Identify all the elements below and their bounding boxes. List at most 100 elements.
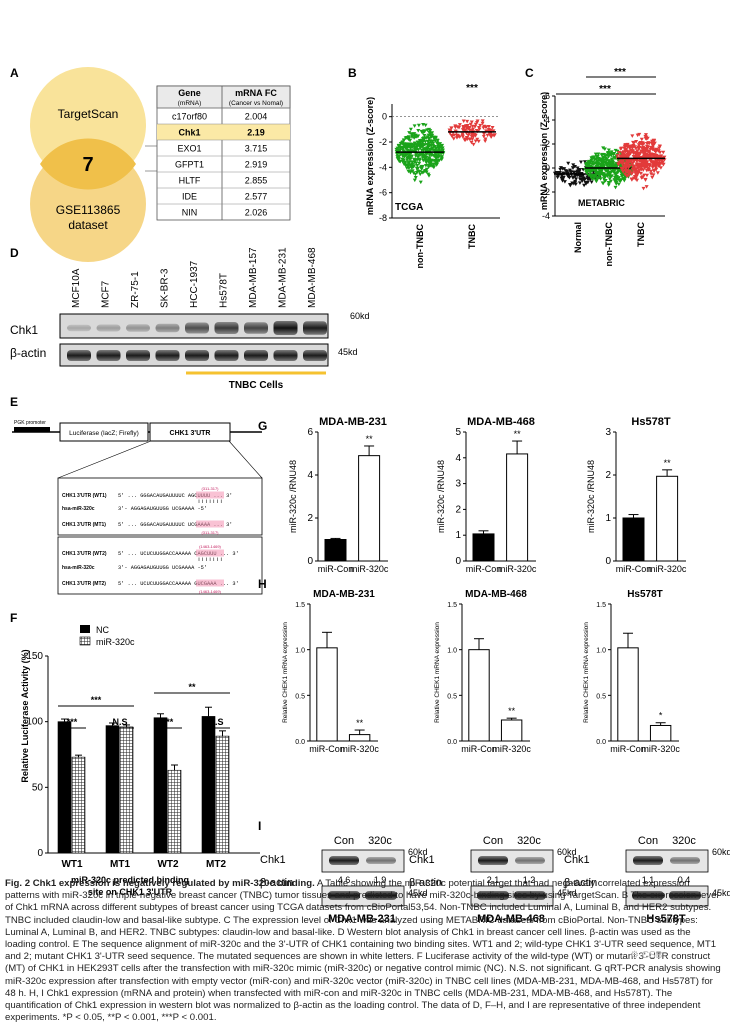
data-point [410, 135, 415, 140]
data-point [621, 169, 626, 174]
data-point [414, 147, 419, 152]
y-tick-label: 2 [307, 513, 313, 524]
data-point [584, 171, 589, 175]
data-point [650, 139, 655, 144]
data-point [457, 135, 462, 139]
panel-f-xlabel2: site on CHK1 3'UTR [88, 887, 173, 897]
bar [656, 475, 679, 562]
data-point [405, 158, 410, 162]
data-point [653, 159, 658, 164]
table-cell-gene: EXO1 [177, 144, 201, 154]
sig-label: *** [91, 695, 102, 705]
data-point [650, 160, 655, 164]
seq-text: 5' ... UCUCUUGGACCAAAAA CAGCUUU ... 3' [118, 551, 239, 557]
blot-col-con: Con [638, 835, 658, 847]
data-point [639, 176, 644, 180]
data-point [460, 135, 465, 139]
seq-label: CHK1 3'UTR (WT2) [62, 551, 107, 557]
data-point [624, 165, 629, 170]
data-point [605, 174, 610, 179]
blot-row-actin: β-actin [564, 877, 597, 889]
data-point [481, 126, 486, 130]
blot-actin-band [365, 891, 397, 900]
chart-ylabel: miR-320c /RNU48 [586, 460, 596, 533]
data-point [434, 141, 439, 145]
seq-text: 3'- AGGAGAUGUUGG UCGAAAA -5' [118, 506, 207, 512]
y-tick-label: 0.5 [447, 693, 457, 700]
panel-c-sig2: *** [599, 84, 611, 95]
data-point [434, 163, 439, 167]
data-point [589, 180, 594, 184]
data-point [638, 171, 643, 176]
data-point [430, 139, 435, 144]
data-point [410, 154, 415, 159]
data-point [636, 143, 641, 147]
table-cell-fc: 3.715 [245, 144, 268, 154]
data-point [401, 149, 406, 153]
chk1-band [185, 322, 209, 334]
data-point [568, 183, 573, 188]
panel-f-letter: F [10, 611, 17, 625]
data-point [641, 161, 646, 165]
data-point [596, 173, 601, 178]
blot-actin-band [632, 891, 664, 900]
data-point [408, 157, 413, 161]
data-point [611, 152, 616, 157]
y-tick-label: -4 [542, 211, 550, 221]
y-tick-label: 0 [382, 112, 387, 122]
data-point [645, 163, 650, 168]
actin-band [303, 350, 327, 361]
data-point [574, 170, 579, 175]
blot-quant: 1.9 [374, 875, 387, 885]
table-col2-sub: (Cancer vs Nomal) [229, 100, 283, 107]
data-point [582, 183, 587, 188]
x-category-label: miR-Con [466, 564, 502, 574]
chk1-band [273, 321, 298, 335]
seq-label: hsa-miR-320c [62, 565, 95, 571]
lane-label: MCF7 [101, 280, 112, 308]
data-point [486, 127, 491, 132]
data-point [587, 159, 592, 164]
data-point [413, 135, 418, 139]
data-point [476, 139, 481, 144]
data-point [420, 143, 425, 147]
data-point [601, 181, 606, 186]
data-point [579, 177, 584, 182]
blot-cell-line: Hs578T [646, 913, 685, 925]
seq-label: hsa-miR-320c [62, 506, 95, 512]
x-category-label: non-TNBC [604, 222, 614, 267]
data-point [413, 175, 418, 180]
data-point [570, 181, 575, 186]
data-point [644, 137, 649, 141]
data-point [649, 169, 654, 174]
data-point [400, 160, 405, 164]
data-point [603, 178, 608, 183]
data-point [407, 131, 412, 135]
scatter-plot-c: 6 4 2 0 -2 -4 Normal non-TNBC TNBC [542, 91, 667, 267]
data-point [617, 160, 622, 165]
data-point [400, 157, 405, 162]
data-point [634, 162, 639, 167]
data-point [466, 133, 471, 138]
blot-chk1-band [515, 857, 545, 864]
chart-title: MDA-MB-468 [465, 589, 527, 600]
data-point [607, 177, 612, 181]
y-tick-label: 3 [605, 427, 611, 438]
table-cell-gene: c17orf80 [172, 112, 207, 122]
data-point [405, 143, 410, 147]
blot-kd45: 45kd [408, 888, 428, 898]
data-point [600, 160, 605, 164]
chk1-band [155, 323, 180, 333]
bar [506, 453, 529, 562]
data-point [616, 182, 621, 187]
caption-title: Fig. 2 Chk1 expression is negatively reg… [5, 878, 315, 889]
blot-chk1-frame [321, 849, 405, 873]
chk1-band [67, 324, 91, 332]
blot-chk1-band [478, 856, 508, 865]
data-point [432, 149, 437, 154]
legend-nc: NC [96, 625, 109, 635]
data-point [394, 148, 399, 152]
panel-h-letter: H [258, 577, 267, 591]
y-tick-label: 4 [307, 470, 313, 481]
